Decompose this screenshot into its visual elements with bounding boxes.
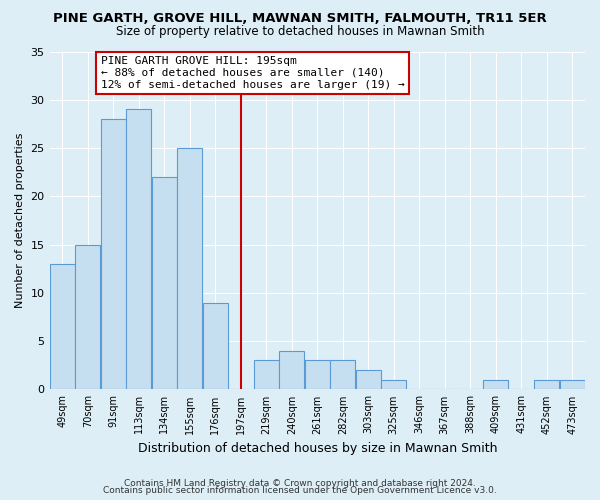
Bar <box>178 148 202 390</box>
Y-axis label: Number of detached properties: Number of detached properties <box>15 133 25 308</box>
X-axis label: Distribution of detached houses by size in Mawnan Smith: Distribution of detached houses by size … <box>137 442 497 455</box>
Bar <box>382 380 406 390</box>
Bar <box>254 360 278 390</box>
Bar <box>203 302 227 390</box>
Text: Contains HM Land Registry data © Crown copyright and database right 2024.: Contains HM Land Registry data © Crown c… <box>124 478 476 488</box>
Bar <box>127 110 151 390</box>
Bar <box>280 351 304 390</box>
Bar <box>152 177 176 390</box>
Bar <box>484 380 508 390</box>
Bar <box>535 380 559 390</box>
Bar <box>305 360 329 390</box>
Bar <box>76 244 100 390</box>
Text: Contains public sector information licensed under the Open Government Licence v3: Contains public sector information licen… <box>103 486 497 495</box>
Bar <box>331 360 355 390</box>
Bar <box>356 370 380 390</box>
Bar <box>101 119 125 390</box>
Bar <box>560 380 584 390</box>
Bar <box>50 264 74 390</box>
Text: Size of property relative to detached houses in Mawnan Smith: Size of property relative to detached ho… <box>116 25 484 38</box>
Text: PINE GARTH, GROVE HILL, MAWNAN SMITH, FALMOUTH, TR11 5ER: PINE GARTH, GROVE HILL, MAWNAN SMITH, FA… <box>53 12 547 24</box>
Text: PINE GARTH GROVE HILL: 195sqm
← 88% of detached houses are smaller (140)
12% of : PINE GARTH GROVE HILL: 195sqm ← 88% of d… <box>101 56 404 90</box>
